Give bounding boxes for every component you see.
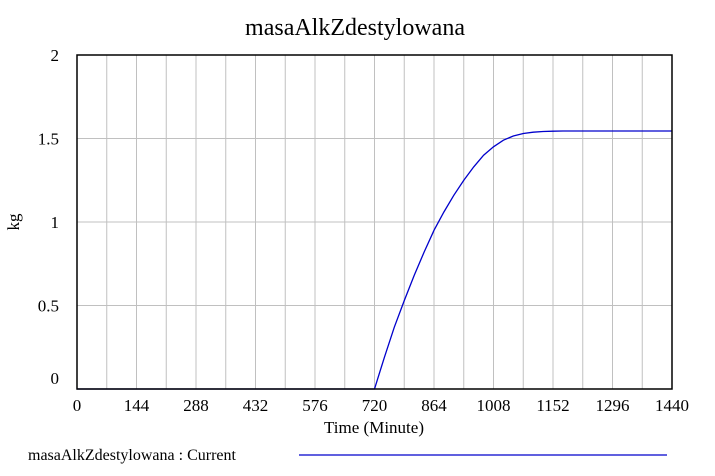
- y-tick-label: 1.5: [38, 130, 59, 149]
- plot-frame: [76, 54, 673, 390]
- x-tick-label: 0: [73, 396, 82, 415]
- y-tick-labels: 0 0.5 1 1.5 2: [38, 46, 59, 388]
- series-line: [77, 130, 672, 390]
- x-tick-label: 1008: [477, 396, 511, 415]
- x-axis-label: Time (Minute): [324, 418, 424, 437]
- y-tick-label: 0.5: [38, 297, 59, 316]
- y-axis-label: kg: [4, 213, 23, 231]
- x-tick-label: 144: [124, 396, 150, 415]
- x-tick-label: 1296: [596, 396, 630, 415]
- chart-title: masaAlkZdestylowana: [245, 15, 465, 41]
- grid-lines: [77, 55, 672, 389]
- legend-label: masaAlkZdestylowana : Current: [28, 447, 237, 464]
- x-tick-label: 720: [362, 396, 388, 415]
- x-tick-label: 1152: [536, 396, 569, 415]
- x-tick-labels: 0 144 288 432 576 720 864 1008 1152 1296 1440: [73, 396, 689, 415]
- x-tick-label: 864: [421, 396, 447, 415]
- y-tick-label: 0: [51, 369, 60, 388]
- y-tick-label: 1: [51, 213, 60, 232]
- x-tick-label: 432: [243, 396, 269, 415]
- x-tick-label: 1440: [655, 396, 689, 415]
- x-tick-label: 576: [302, 396, 328, 415]
- series-layer: [77, 130, 672, 390]
- y-tick-label: 2: [51, 46, 60, 65]
- x-tick-label: 288: [183, 396, 209, 415]
